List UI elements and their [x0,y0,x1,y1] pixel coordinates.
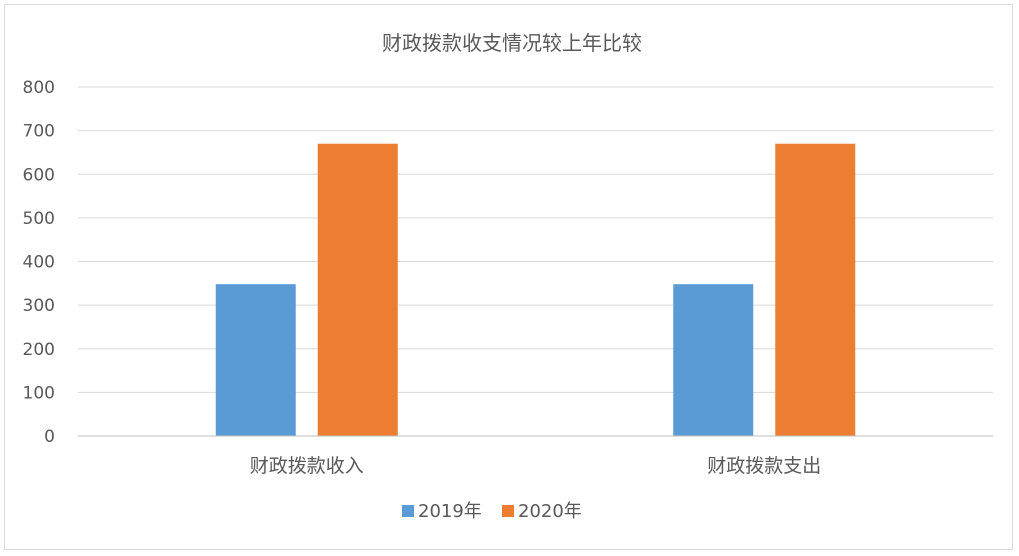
y-tick-label: 100 [23,383,55,403]
y-tick-label: 200 [23,340,55,360]
legend-swatch [502,505,514,517]
legend: 2019年 2020年 [402,501,582,522]
y-tick-label: 800 [23,78,55,98]
legend-label: 2019年 [418,501,482,522]
x-axis-categories: 财政拨款收入 财政拨款支出 [250,455,822,477]
y-tick-label: 700 [23,122,55,142]
bar [317,143,398,436]
y-tick-label: 400 [23,253,55,273]
y-tick-label: 600 [23,165,55,185]
bars [215,143,856,436]
x-category-label: 财政拨款支出 [707,455,821,477]
x-category-label: 财政拨款收入 [250,455,364,477]
gridlines [78,86,993,393]
y-axis-ticks: 0 100 200 300 400 500 600 700 800 [23,78,55,447]
legend-label: 2020年 [518,501,582,522]
y-tick-label: 500 [23,209,55,229]
y-tick-label: 300 [23,296,55,316]
y-tick-label: 0 [44,427,55,447]
legend-swatch [402,505,414,517]
chart-title: 财政拨款收支情况较上年比较 [382,31,642,55]
bar [775,143,856,436]
bar [215,284,296,436]
bar [673,284,754,436]
